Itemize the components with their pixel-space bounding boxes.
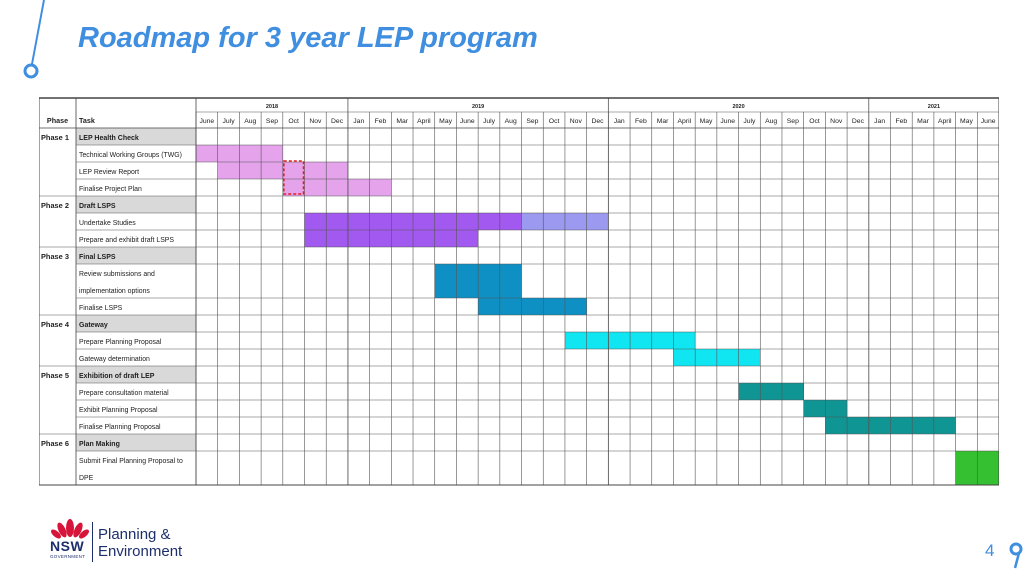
slide-title: Roadmap for 3 year LEP program (78, 22, 538, 54)
logo-government: GOVERNMENT (50, 554, 86, 559)
month-label: Oct (288, 118, 299, 125)
highlight-box (283, 160, 305, 195)
location-pin-icon (1009, 542, 1023, 569)
month-label: July (743, 118, 756, 125)
month-label: Sep (266, 118, 278, 125)
gantt-chart: 2018 2019 2020 2021 Phase Task June July Aug Sep O… (39, 97, 999, 486)
gantt-bar (478, 298, 587, 315)
phase-task-label: Plan Making (79, 441, 120, 448)
task-label: Review submissions and (79, 271, 155, 278)
phase-task-label: Final LSPS (79, 254, 116, 261)
month-label: Nov (830, 118, 843, 125)
task-label: Submit Final Planning Proposal to (79, 458, 183, 465)
month-label: Oct (549, 118, 560, 125)
month-label: May (439, 118, 452, 125)
month-label: June (199, 118, 214, 125)
phase-row-fill (76, 434, 196, 451)
task-label: Finalise Planning Proposal (79, 424, 161, 431)
phase-row-fill (76, 196, 196, 213)
task-label: Prepare and exhibit draft LSPS (79, 237, 174, 244)
task-label: Exhibit Planning Proposal (79, 407, 158, 414)
month-label: June (720, 118, 735, 125)
phase-label: Phase 1 (41, 133, 69, 142)
phase-label: Phase 4 (41, 320, 70, 329)
waratah-icon (51, 519, 89, 539)
phase-label: Phase 6 (41, 439, 69, 448)
task-label: Finalise LSPS (79, 305, 123, 312)
header-task: Task (79, 116, 95, 125)
task-label: Undertake Studies (79, 220, 136, 227)
month-label: Dec (591, 118, 604, 125)
phase-row-fill (76, 128, 196, 145)
month-label: June (460, 118, 475, 125)
month-label: Nov (309, 118, 322, 125)
gantt-bar (738, 383, 804, 400)
month-label: Dec (852, 118, 865, 125)
month-label: April (417, 118, 431, 125)
month-label: Jan (874, 118, 885, 125)
phase-row-fill (76, 366, 196, 383)
month-label: Jan (614, 118, 625, 125)
logo-divider (92, 522, 93, 562)
nsw-planning-environment-logo: NSW GOVERNMENT Planning & Environment (48, 516, 190, 566)
month-label: Aug (505, 118, 517, 125)
month-label: Oct (809, 118, 820, 125)
month-label: May (960, 118, 973, 125)
year-label: 2019 (472, 104, 484, 110)
phase-task-label: LEP Health Check (79, 135, 139, 142)
month-label: Feb (895, 118, 907, 125)
task-label: Prepare Planning Proposal (79, 339, 162, 346)
phase-label: Phase 2 (41, 201, 69, 210)
year-label: 2021 (928, 104, 940, 110)
logo-environment: Environment (98, 543, 183, 560)
month-label: Nov (570, 118, 583, 125)
phase-task-label: Exhibition of draft LEP (79, 373, 155, 380)
month-label: April (678, 118, 692, 125)
year-label: 2020 (732, 104, 744, 110)
task-label: DPE (79, 475, 94, 482)
logo-planning: Planning & (98, 526, 171, 543)
task-label: Gateway determination (79, 356, 150, 363)
task-label: implementation options (79, 288, 150, 295)
month-label: May (700, 118, 713, 125)
phase-row-fill (76, 247, 196, 264)
header-phase: Phase (47, 116, 68, 125)
month-label: July (483, 118, 496, 125)
month-label: Aug (244, 118, 256, 125)
month-label: Feb (635, 118, 647, 125)
month-label: Aug (765, 118, 777, 125)
month-label: Sep (526, 118, 538, 125)
year-label: 2018 (266, 104, 278, 110)
month-label: Dec (331, 118, 344, 125)
phase-row-fill (76, 315, 196, 332)
month-label: Jan (353, 118, 364, 125)
decorative-accent-line (23, 0, 45, 79)
task-label: Finalise Project Plan (79, 186, 142, 193)
gantt-bar (282, 179, 392, 196)
phase-label: Phase 3 (41, 252, 69, 261)
task-label: Prepare consultation material (79, 390, 169, 397)
phase-task-label: Draft LSPS (79, 203, 116, 210)
month-label: Sep (787, 118, 799, 125)
task-label: LEP Review Report (79, 169, 139, 176)
phase-task-label: Gateway (79, 322, 108, 329)
month-label: Mar (917, 118, 929, 125)
month-label: June (981, 118, 996, 125)
month-label: April (938, 118, 952, 125)
phase-label: Phase 5 (41, 371, 69, 380)
month-label: Mar (657, 118, 669, 125)
logo-nsw: NSW (50, 538, 85, 554)
month-label: Mar (396, 118, 408, 125)
month-label: July (223, 118, 236, 125)
month-label: Feb (375, 118, 387, 125)
page-number: 4 (985, 541, 995, 560)
task-label: Technical Working Groups (TWG) (79, 152, 182, 159)
